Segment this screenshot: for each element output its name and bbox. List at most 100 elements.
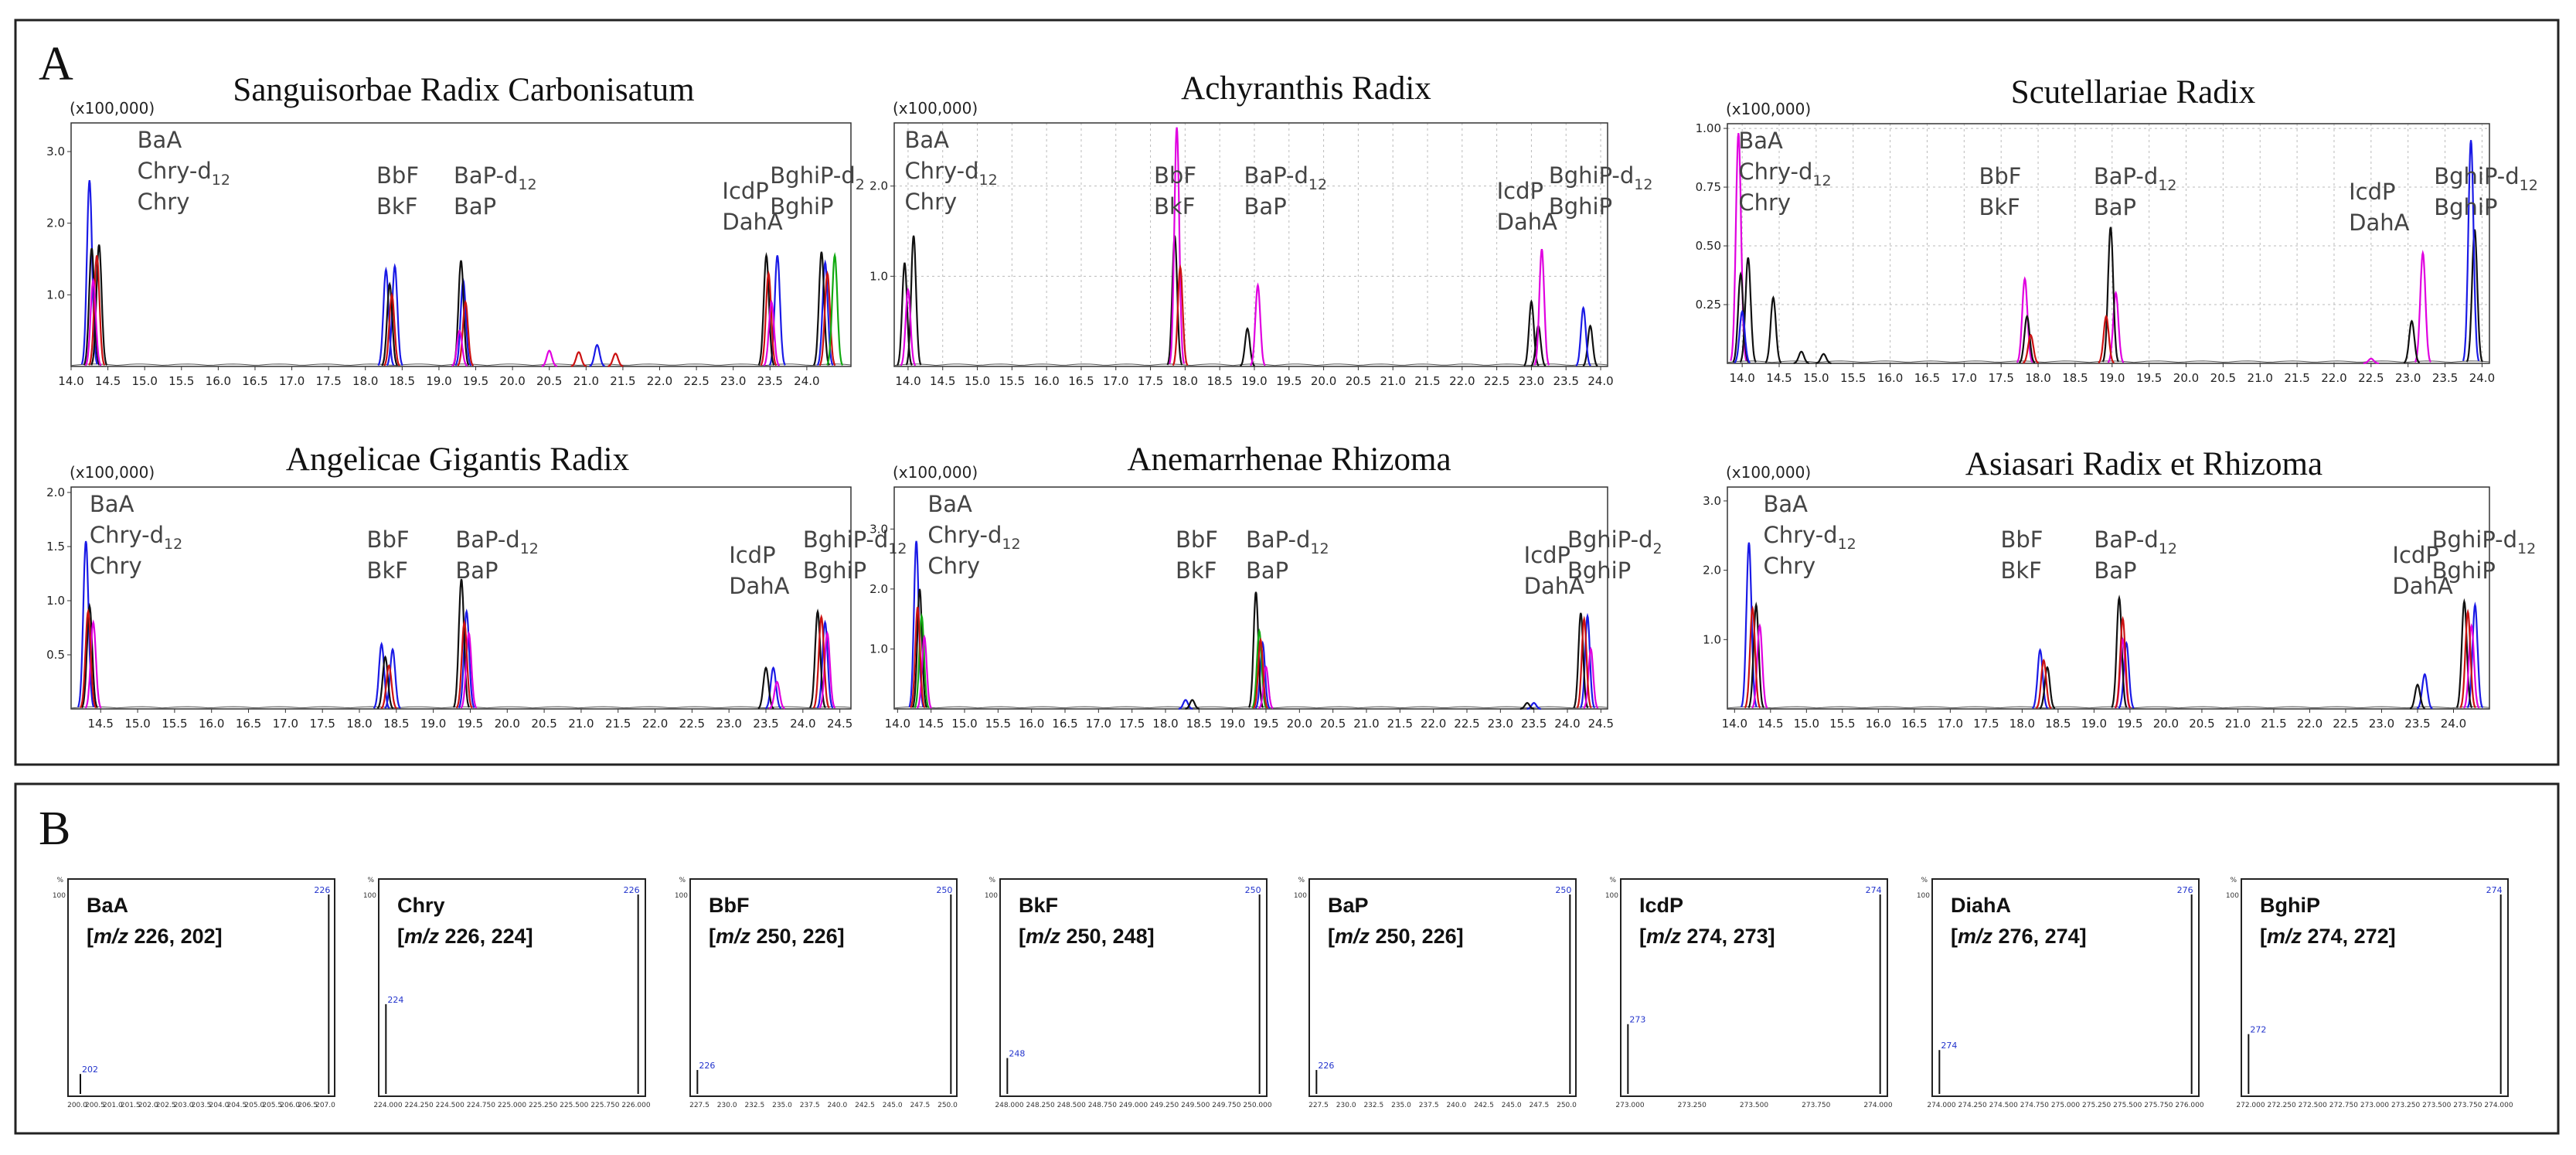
peak-green [1251, 628, 1268, 709]
peak-black [1815, 353, 1832, 364]
peak-green [826, 252, 844, 366]
peak-magenta [818, 630, 836, 709]
x-tick-label: 22.5 [679, 717, 705, 731]
x-tick-label: 17.5 [309, 717, 335, 731]
peak-blue [1526, 702, 1541, 710]
x-axis-tick: 274.000 [1863, 1102, 1892, 1109]
x-tick-label: 14.5 [930, 374, 955, 388]
x-axis-tick: 205.0 [244, 1102, 264, 1109]
mass-spectrum-BbF: % 100 BbF [m/z 250, 226] 226 250 227.5 230.0 232… [675, 877, 958, 1109]
chromatogram-4: Angelicae Gigantis Radix (x100,000) 14.5 15… [46, 441, 907, 731]
x-tick-label: 23.5 [2404, 717, 2430, 731]
chart-title: Angelicae Gigantis Radix [286, 441, 629, 478]
peak-black [376, 655, 394, 710]
compound-name: DiahA [1951, 894, 2011, 917]
y-tick-label: 2.0 [869, 582, 888, 596]
peak-annotation: IcdP [729, 542, 775, 568]
peak-blue [1734, 309, 1751, 364]
y-axis-tick: % [56, 877, 63, 884]
compound-name: IcdP [1639, 894, 1683, 917]
y-tick-label: 0.5 [46, 648, 65, 662]
peak-annotation: BaP [2094, 194, 2136, 220]
x-tick-label: 19.5 [2117, 717, 2142, 731]
x-axis-tick: 250.0 [938, 1102, 958, 1109]
peak-black [1573, 612, 1589, 709]
peak-red [88, 255, 106, 366]
x-tick-label: 15.0 [131, 374, 157, 388]
x-axis-tick: 240.0 [1446, 1102, 1466, 1109]
x-tick-label: 19.5 [1253, 717, 1278, 731]
x-axis-tick: 240.0 [827, 1102, 847, 1109]
x-axis-tick: 249.500 [1181, 1102, 1210, 1109]
peak-mz-label: 226 [1318, 1061, 1334, 1071]
peak-red [812, 614, 830, 709]
x-axis-tick: 274.250 [1958, 1102, 1987, 1109]
y-axis-tick: % [367, 877, 374, 884]
peak-annotation: BghiP-d12 [2432, 526, 2537, 557]
peak-annotation: BaP-d12 [1246, 526, 1329, 557]
peak-black [1793, 350, 1809, 364]
y-axis-tick: % [1921, 877, 1928, 884]
peak-blue [1579, 612, 1596, 709]
peak-annotation: DahA [1497, 209, 1557, 235]
plot-frame [893, 486, 1608, 710]
x-tick-label: 22.0 [642, 717, 668, 731]
peak-annotation: Chry-d12 [90, 522, 182, 553]
peak-magenta [1751, 623, 1768, 709]
x-axis-tick: 203.0 [174, 1102, 194, 1109]
x-axis-tick: 242.5 [1474, 1102, 1494, 1109]
x-tick-label: 16.0 [1866, 717, 1891, 731]
spectrum-frame [999, 878, 1268, 1097]
y-axis-tick: % [989, 877, 995, 884]
x-axis-tick: 201.5 [121, 1102, 141, 1109]
peak-mz-label: 224 [387, 995, 403, 1005]
peak-blue [386, 263, 403, 366]
x-tick-label: 16.0 [206, 374, 231, 388]
x-axis-tick: 274.000 [2484, 1102, 2513, 1109]
panel-b-frame [14, 782, 2560, 1135]
peak-annotation: BbF [376, 162, 419, 189]
peak-black [897, 262, 913, 366]
x-axis-tick: 276.000 [2175, 1102, 2203, 1109]
x-tick-label: 23.0 [1488, 717, 1513, 731]
x-tick-label: 24.0 [2441, 717, 2466, 731]
mz-label: [m/z 226, 202] [87, 925, 223, 948]
peak-annotation: BkF [376, 193, 417, 220]
compound-name: BghiP [2260, 894, 2320, 917]
y-tick-label: 1.00 [1696, 121, 1721, 135]
peak-mz-label: 274 [1941, 1041, 1957, 1051]
mass-spectrum-BaA: %100 BaA[m/z 226, 202]202226200.0200.5201… [53, 877, 335, 1109]
x-axis-tick: 227.5 [689, 1102, 710, 1109]
baseline-trace [70, 363, 852, 366]
panel-a-frame [14, 19, 2560, 766]
x-tick-label: 14.5 [1758, 717, 1783, 731]
x-tick-label: 18.0 [352, 374, 378, 388]
x-tick-label: 15.0 [951, 717, 977, 731]
peak-annotation: DahA [722, 209, 782, 235]
x-tick-label: 14.0 [895, 374, 920, 388]
peak-magenta [2016, 276, 2033, 363]
x-tick-label: 18.0 [2009, 717, 2035, 731]
baseline-trace [893, 706, 1608, 709]
peak-magenta [1583, 646, 1599, 709]
peak-annotation: Chry-d12 [927, 522, 1020, 553]
peak-black [381, 281, 399, 366]
x-tick-label: 24.0 [1587, 374, 1613, 388]
x-tick-label: 20.0 [1311, 374, 1336, 388]
x-tick-label: 17.0 [273, 717, 298, 731]
peak-annotation: BghiP-d2 [1567, 526, 1662, 557]
chromatogram-6: Asiasari Radix et Rhizoma (x100,000) 14.0 1… [1703, 446, 2536, 731]
peak-black [1582, 324, 1598, 367]
peak-mz-label: 226 [699, 1061, 715, 1071]
x-tick-label: 24.0 [1554, 717, 1580, 731]
mz-label: [m/z 276, 274] [1951, 925, 2087, 948]
peak-annotation: BaP-d12 [455, 526, 539, 557]
chart-title: Achyranthis Radix [1181, 70, 1431, 107]
y-axis-tick: % [2230, 877, 2237, 884]
peak-mz-label: 274 [2486, 885, 2503, 895]
peak-annotation: Chry-d12 [904, 158, 997, 189]
peak-mz-label: 250 [936, 885, 952, 895]
x-axis-tick: 201.0 [103, 1102, 123, 1109]
peak-red [2098, 315, 2115, 364]
y-tick-label: 2.0 [869, 179, 888, 193]
